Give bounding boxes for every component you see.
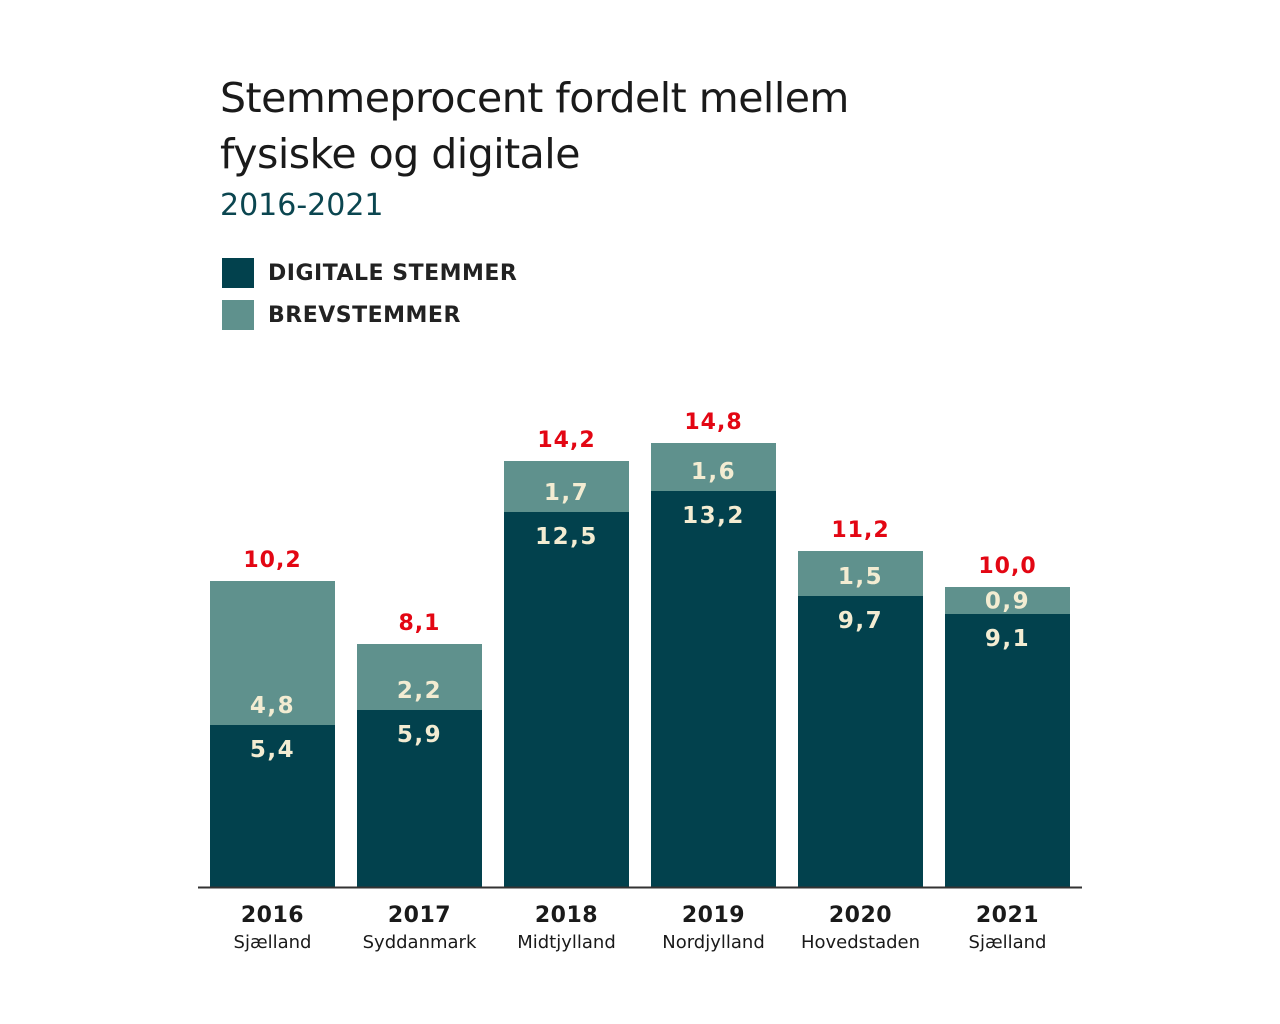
total-label-2018: 14,2 [537,428,595,453]
legend-swatch-digital [222,258,254,288]
legend-item-digital: DIGITALE STEMMER [222,252,517,294]
data-label-digital-2021: 9,1 [985,626,1030,652]
data-label-digital-2020: 9,7 [838,608,883,634]
data-label-digital-2019: 13,2 [682,503,745,529]
bar-digital-2019 [651,491,776,887]
bar-brev-2018 [504,461,629,512]
x-tick-sublabel-2018: Midtjylland [517,932,616,953]
x-tick-sublabel-2019: Nordjylland [662,932,765,953]
legend: DIGITALE STEMMER BREVSTEMMER [222,252,517,336]
bar-digital-2020 [798,596,923,887]
legend-label-brev: BREVSTEMMER [268,302,461,328]
data-label-brev-2019: 1,6 [691,459,736,485]
total-label-2017: 8,1 [399,611,441,636]
x-tick-sublabel-2017: Syddanmark [363,932,477,953]
chart-title-line-1: Stemmeprocent fordelt mellem [220,74,849,122]
data-label-brev-2020: 1,5 [838,564,883,590]
x-tick-label-2017: 2017 [388,903,451,928]
legend-swatch-brev [222,300,254,330]
x-tick-sublabel-2016: Sjælland [234,932,312,953]
data-label-brev-2016: 4,8 [250,693,295,719]
bar-brev-2021 [945,587,1070,614]
x-tick-label-2021: 2021 [976,903,1039,928]
chart-title-line-2: fysiske og digitale [220,130,580,178]
bar-brev-2019 [651,443,776,491]
x-tick-label-2020: 2020 [829,903,892,928]
data-label-digital-2017: 5,9 [397,722,442,748]
x-tick-sublabel-2020: Hovedstaden [801,932,920,953]
total-label-2021: 10,0 [978,554,1036,579]
bar-digital-2021 [945,614,1070,887]
data-label-brev-2021: 0,9 [985,589,1030,615]
chart-subtitle: 2016-2021 [220,188,384,223]
legend-label-digital: DIGITALE STEMMER [268,260,518,286]
total-label-2020: 11,2 [831,518,889,543]
total-label-2016: 10,2 [243,548,301,573]
bar-brev-2020 [798,551,923,596]
data-label-digital-2018: 12,5 [535,524,598,550]
bar-brev-2017 [357,644,482,710]
x-tick-label-2018: 2018 [535,903,598,928]
bar-digital-2017 [357,710,482,887]
bar-digital-2018 [504,512,629,887]
x-tick-label-2019: 2019 [682,903,745,928]
total-label-2019: 14,8 [684,410,742,435]
bar-brev-2016 [210,581,335,725]
bar-digital-2016 [210,725,335,887]
data-label-brev-2017: 2,2 [397,678,442,704]
data-label-digital-2016: 5,4 [250,737,295,763]
legend-item-brev: BREVSTEMMER [222,294,517,336]
x-tick-sublabel-2021: Sjælland [969,932,1047,953]
data-label-brev-2018: 1,7 [544,480,589,506]
x-tick-label-2016: 2016 [241,903,304,928]
chart-title: Stemmeprocent fordelt mellem fysiske og … [220,70,980,182]
